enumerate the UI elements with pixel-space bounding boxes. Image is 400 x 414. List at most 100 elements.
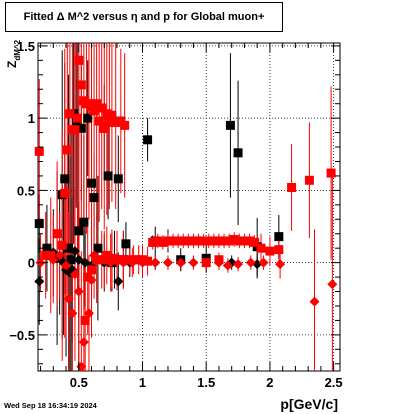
data-point-square	[79, 217, 89, 227]
data-point-square	[64, 243, 74, 253]
data-point-square	[204, 236, 214, 246]
data-point-diamond	[69, 269, 80, 280]
y-tick-label: 0	[28, 256, 35, 271]
timestamp: Wed Sep 18 16:34:19 2024	[4, 401, 97, 410]
y-tick-label: −0.5	[9, 328, 35, 343]
data-point-square	[102, 250, 112, 260]
data-point-diamond	[162, 257, 173, 268]
data-point-diamond	[275, 259, 286, 270]
tick-labels: 0.5 1 1.5 2 2.5 −0.5 0 0.5 1 1.5	[9, 39, 342, 390]
data-point-square	[143, 135, 153, 145]
data-point-square	[92, 99, 102, 109]
data-point-square	[83, 272, 93, 282]
data-point-diamond	[61, 260, 72, 271]
data-point-square	[158, 237, 168, 247]
data-point-square	[76, 80, 86, 90]
data-point-square	[163, 236, 173, 246]
data-point-diamond	[245, 257, 256, 268]
data-point-diamond	[233, 259, 244, 270]
data-point-diamond	[54, 250, 65, 261]
data-point-square	[209, 236, 219, 246]
data-point-square	[168, 236, 178, 246]
data-point-diamond	[188, 257, 199, 268]
data-point-square	[239, 236, 249, 246]
y-tick-label: 1	[28, 111, 35, 126]
data-point-square	[219, 236, 229, 246]
data-point-diamond	[175, 257, 186, 268]
data-point-square	[274, 245, 284, 255]
data-point-square	[121, 239, 131, 249]
data-point-diamond	[67, 308, 78, 319]
data-point-square	[66, 255, 76, 265]
data-point-diamond	[113, 276, 124, 287]
data-point-square	[103, 171, 113, 181]
data-point-square	[245, 236, 255, 246]
data-point-square	[42, 243, 52, 253]
data-point-square	[274, 232, 284, 242]
data-point-square	[93, 243, 103, 253]
data-point-diamond	[89, 250, 100, 261]
data-point-square	[256, 243, 266, 253]
data-point-square	[107, 253, 117, 263]
x-axis-title: p[GeV/c]	[280, 396, 338, 412]
data-point-square	[74, 226, 84, 236]
data-point-square	[265, 246, 275, 256]
data-point-square	[60, 174, 70, 184]
data-point-diamond	[327, 279, 338, 290]
data-point-square	[52, 229, 62, 239]
data-point-square	[287, 182, 297, 192]
data-point-diamond	[309, 296, 320, 307]
data-point-square	[188, 236, 198, 246]
data-point-square	[60, 188, 70, 198]
data-point-diamond	[213, 257, 224, 268]
y-axis-title-sub: dM^2	[13, 39, 22, 60]
y-tick-label: 0.5	[17, 183, 35, 198]
data-point-square	[120, 120, 130, 130]
data-point-square	[107, 110, 117, 120]
data-point-square	[326, 168, 336, 178]
data-point-square	[83, 113, 93, 123]
data-point-square	[234, 236, 244, 246]
data-point-square	[87, 265, 97, 275]
x-tick-label: 1.5	[197, 375, 215, 390]
data-point-square	[224, 236, 234, 246]
data-point-square	[41, 250, 51, 260]
data-point-square	[34, 146, 44, 156]
data-point-diamond	[48, 254, 59, 265]
markers	[34, 55, 338, 372]
data-point-square	[34, 219, 44, 229]
data-point-square	[148, 237, 158, 247]
data-point-square	[304, 175, 314, 185]
data-point-square	[194, 236, 204, 246]
data-point-square	[250, 237, 260, 247]
data-point-square	[199, 236, 209, 246]
data-point-diamond	[118, 257, 129, 268]
y-tick-label: 1.5	[17, 39, 35, 54]
x-tick-label: 0.5	[70, 375, 88, 390]
data-point-square	[111, 117, 121, 127]
data-point-square	[76, 123, 86, 133]
data-point-diamond	[137, 257, 148, 268]
data-point-square	[73, 113, 83, 123]
x-tick-label: 2	[266, 375, 273, 390]
data-point-square	[178, 236, 188, 246]
data-point-square	[143, 256, 153, 266]
y-axis-title-base: Z	[5, 61, 19, 68]
chart-title: Fitted Δ M^2 versus η and p for Global m…	[23, 11, 265, 23]
data-point-square	[104, 117, 114, 127]
data-point-square	[173, 236, 183, 246]
data-point-square	[70, 125, 80, 135]
data-point-square	[183, 236, 193, 246]
data-point-diamond	[34, 276, 45, 287]
data-point-square	[62, 145, 72, 155]
data-point-diamond	[222, 260, 233, 271]
data-point-diamond	[86, 274, 97, 285]
data-point-square	[99, 123, 109, 133]
data-point-square	[153, 236, 163, 246]
data-point-diamond	[150, 257, 161, 268]
data-point-square	[74, 55, 84, 65]
data-point-diamond	[63, 293, 74, 304]
data-point-diamond	[78, 337, 89, 348]
data-point-diamond	[127, 257, 138, 268]
